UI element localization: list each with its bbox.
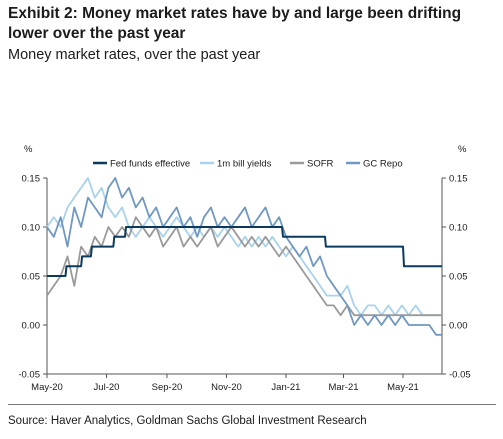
y-axis-unit-left: % [24,144,33,155]
legend-label: Fed funds effective [110,159,190,170]
chart-subtitle: Money market rates, over the past year [8,47,261,63]
chart-title: Exhibit 2: Money market rates have by an… [8,5,462,42]
y-axis-unit-right: % [458,144,467,155]
y-tick-label-right: 0.05 [449,272,468,283]
series-line-sofr [46,216,442,317]
x-tick-label: Mar-21 [328,382,358,393]
x-tick-label: May-21 [387,382,419,393]
y-tick-label-left: 0.00 [22,321,41,332]
legend-label: GC Repo [363,159,403,170]
y-tick-label-left: 0.05 [22,272,41,283]
y-tick-label-right: 0.00 [449,321,468,332]
y-tick-label-left: -0.05 [18,370,40,381]
y-tick-label-right: -0.05 [449,370,471,381]
divider-line [8,404,496,405]
y-tick-label-right: 0.10 [449,223,468,234]
legend-label: 1m bill yields [217,159,272,170]
y-tick-label-left: 0.10 [22,223,41,234]
x-tick-label: Nov-20 [211,382,242,393]
x-tick-label: May-20 [31,382,63,393]
series-line-gc-repo [46,177,442,336]
y-tick-label-right: 0.15 [449,174,468,185]
y-tick-label-left: 0.15 [22,174,41,185]
series-layer [46,177,442,336]
axes-layer: % % 0.15 0.15 0.10 0.10 0.05 0.05 0.00 0.00 -0.05 -… [18,144,470,393]
source-note: Source: Haver Analytics, Goldman Sachs G… [8,415,367,427]
series-line-1m-bill-yields [46,177,442,317]
line-chart: % % 0.15 0.15 0.10 0.10 0.05 0.05 0.00 0.00 -0.05 -… [18,144,470,393]
legend-layer: Fed funds effective 1m bill yields SOFR GC … [93,159,403,170]
x-tick-label: Jan-21 [271,382,300,393]
x-tick-label: Jul-20 [94,382,120,393]
series-line-fed-funds-effective [47,226,442,277]
legend-label: SOFR [307,159,334,170]
x-tick-label: Sep-20 [152,382,183,393]
